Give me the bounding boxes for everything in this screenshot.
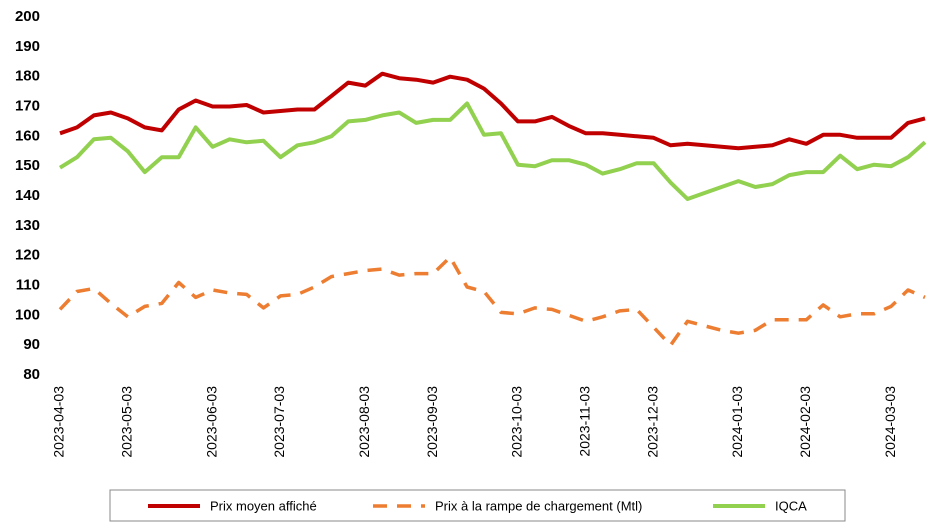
x-tick-label: 2024-02-03 [797,386,813,458]
y-tick-label: 200 [15,8,40,25]
series-line [59,71,926,151]
y-tick-label: 150 [15,157,40,174]
x-tick-label: 2023-09-03 [424,386,440,458]
y-tick-label: 80 [23,366,40,383]
y-tick-label: 100 [15,306,40,323]
x-tick-label: 2023-08-03 [356,386,372,458]
y-tick-label: 170 [15,97,40,114]
y-tick-label: 180 [15,68,40,85]
y-tick-label: 190 [15,38,40,55]
y-tick-label: 130 [15,217,40,234]
x-tick-label: 2023-04-03 [51,386,67,458]
x-tick-label: 2024-03-03 [882,386,898,458]
series-line [58,255,926,347]
y-tick-label: 160 [15,127,40,144]
x-tick-label: 2023-12-03 [644,386,660,458]
series-line [58,101,927,201]
x-tick-label: 2023-10-03 [509,386,525,458]
y-tick-label: 110 [16,276,40,293]
y-tick-label: 90 [23,336,40,353]
x-tick-label: 2024-01-03 [729,386,745,458]
legend-label: IQCA [775,498,807,513]
y-tick-label: 120 [15,247,40,264]
legend-label: Prix moyen affiché [210,498,317,513]
x-tick-label: 2023-07-03 [271,386,287,458]
x-tick-label: 2023-06-03 [203,386,219,458]
legend-label: Prix à la rampe de chargement (Mtl) [435,498,642,513]
y-tick-label: 140 [15,187,40,204]
x-tick-label: 2023-05-03 [119,386,135,458]
x-tick-label: 2023-11-03 [576,386,592,457]
